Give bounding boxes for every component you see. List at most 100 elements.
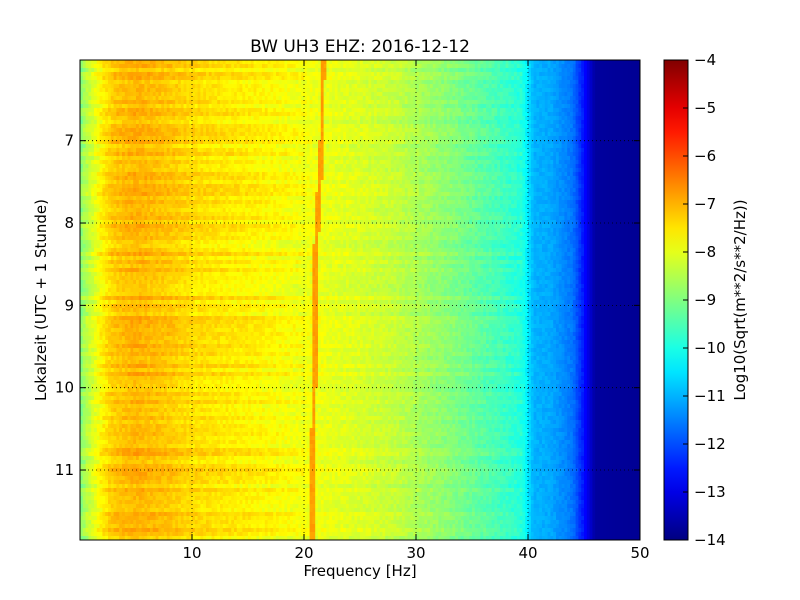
- heatmap-cell: [581, 124, 584, 128]
- heatmap-cell: [578, 132, 581, 136]
- heatmap-cell: [290, 60, 293, 64]
- heatmap-cell: [156, 60, 159, 64]
- heatmap-cell: [447, 84, 450, 88]
- heatmap-cell: [329, 76, 332, 80]
- heatmap-cell: [343, 96, 346, 100]
- heatmap-cell: [256, 96, 259, 100]
- heatmap-cell: [573, 96, 576, 100]
- heatmap-cell: [405, 60, 408, 64]
- heatmap-cell: [307, 148, 310, 152]
- heatmap-cell: [279, 80, 282, 84]
- heatmap-cell: [587, 80, 590, 84]
- heatmap-cell: [144, 100, 147, 104]
- heatmap-cell: [416, 96, 419, 100]
- heatmap-cell: [94, 92, 97, 96]
- heatmap-cell: [522, 116, 525, 120]
- heatmap-cell: [282, 104, 285, 108]
- heatmap-cell: [623, 148, 626, 152]
- heatmap-cell: [200, 96, 203, 100]
- heatmap-cell: [130, 68, 133, 72]
- heatmap-cell: [590, 92, 593, 96]
- heatmap-cell: [623, 80, 626, 84]
- heatmap-cell: [634, 88, 637, 92]
- heatmap-cell: [310, 96, 313, 100]
- heatmap-cell: [472, 128, 475, 132]
- heatmap-cell: [461, 120, 464, 124]
- heatmap-cell: [86, 120, 89, 124]
- heatmap-cell: [114, 152, 117, 156]
- heatmap-cell: [296, 136, 299, 140]
- heatmap-cell: [192, 152, 195, 156]
- heatmap-cell: [595, 132, 598, 136]
- heatmap-cell: [475, 120, 478, 124]
- heatmap-cell: [424, 64, 427, 68]
- heatmap-cell: [357, 152, 360, 156]
- heatmap-cell: [391, 104, 394, 108]
- heatmap-cell: [158, 156, 161, 160]
- heatmap-cell: [254, 116, 257, 120]
- heatmap-cell: [206, 120, 209, 124]
- heatmap-cell: [562, 100, 565, 104]
- heatmap-cell: [464, 100, 467, 104]
- heatmap-cell: [528, 132, 531, 136]
- heatmap-cell: [556, 132, 559, 136]
- heatmap-cell: [511, 124, 514, 128]
- heatmap-cell: [354, 144, 357, 148]
- heatmap-cell: [472, 72, 475, 76]
- heatmap-cell: [200, 136, 203, 140]
- heatmap-cell: [517, 116, 520, 120]
- heatmap-cell: [105, 132, 108, 136]
- heatmap-cell: [506, 128, 509, 132]
- heatmap-cell: [318, 92, 321, 96]
- heatmap-cell: [522, 72, 525, 76]
- heatmap-cell: [408, 148, 411, 152]
- heatmap-cell: [195, 132, 198, 136]
- heatmap-cell: [441, 60, 444, 64]
- heatmap-cell: [620, 136, 623, 140]
- heatmap-cell: [632, 132, 635, 136]
- heatmap-cell: [402, 72, 405, 76]
- heatmap-cell: [528, 152, 531, 156]
- heatmap-cell: [511, 128, 514, 132]
- heatmap-cell: [528, 144, 531, 148]
- heatmap-cell: [186, 144, 189, 148]
- heatmap-cell: [186, 76, 189, 80]
- heatmap-cell: [606, 148, 609, 152]
- heatmap-cell: [304, 148, 307, 152]
- heatmap-cell: [315, 100, 318, 104]
- heatmap-cell: [632, 88, 635, 92]
- heatmap-cell: [192, 108, 195, 112]
- heatmap-cell: [508, 96, 511, 100]
- heatmap-cell: [590, 68, 593, 72]
- heatmap-cell: [452, 80, 455, 84]
- heatmap-cell: [542, 72, 545, 76]
- heatmap-cell: [142, 136, 145, 140]
- heatmap-cell: [422, 124, 425, 128]
- heatmap-cell: [276, 96, 279, 100]
- heatmap-cell: [360, 124, 363, 128]
- heatmap-cell: [508, 136, 511, 140]
- heatmap-cell: [296, 112, 299, 116]
- heatmap-cell: [562, 124, 565, 128]
- heatmap-cell: [609, 80, 612, 84]
- heatmap-cell: [268, 92, 271, 96]
- heatmap-cell: [94, 148, 97, 152]
- heatmap-cell: [170, 92, 173, 96]
- heatmap-cell: [601, 128, 604, 132]
- heatmap-cell: [242, 128, 245, 132]
- heatmap-cell: [108, 92, 111, 96]
- heatmap-cell: [86, 112, 89, 116]
- heatmap-cell: [539, 100, 542, 104]
- heatmap-cell: [335, 88, 338, 92]
- heatmap-cell: [158, 64, 161, 68]
- heatmap-cell: [492, 80, 495, 84]
- heatmap-cell: [324, 92, 327, 96]
- heatmap-cell: [240, 96, 243, 100]
- heatmap-cell: [335, 60, 338, 64]
- heatmap-cell: [144, 92, 147, 96]
- heatmap-cell: [111, 104, 114, 108]
- heatmap-cell: [548, 128, 551, 132]
- heatmap-cell: [503, 100, 506, 104]
- heatmap-cell: [198, 84, 201, 88]
- heatmap-cell: [326, 156, 329, 160]
